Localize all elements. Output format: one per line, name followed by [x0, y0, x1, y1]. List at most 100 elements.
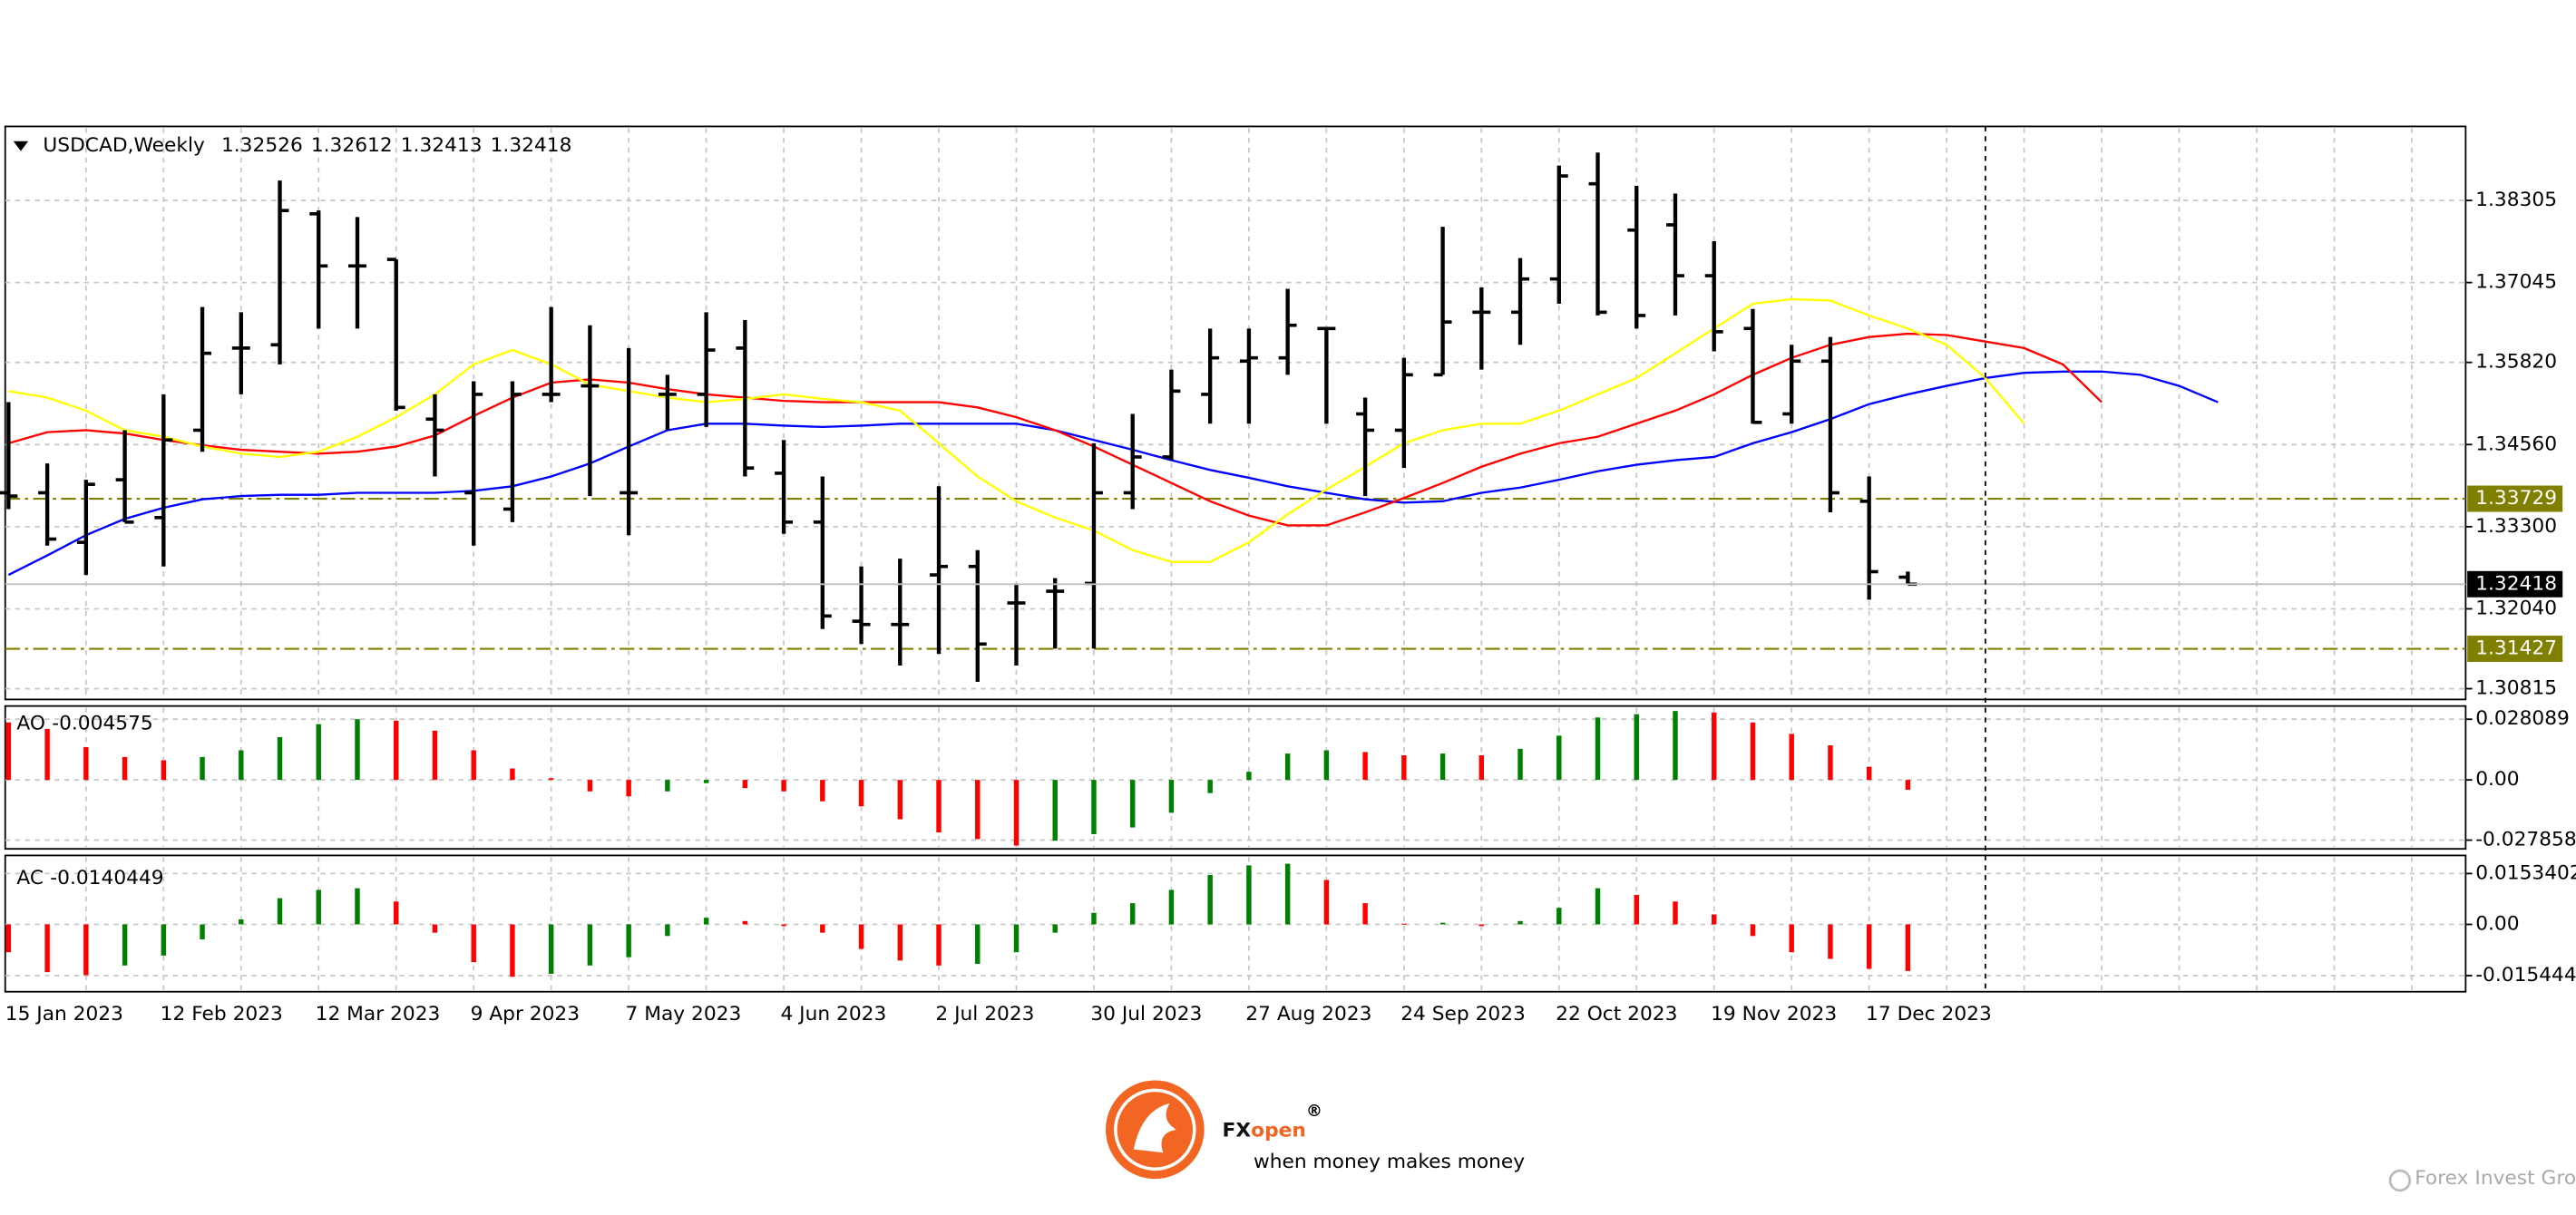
indicator-bar	[1712, 712, 1717, 781]
indicator-bar	[1866, 924, 1872, 969]
indicator-bar	[1595, 717, 1601, 781]
y-tick-label: -0.027858	[2475, 829, 2576, 851]
indicator-bar	[1401, 923, 1407, 925]
x-tick-label: 30 Jul 2023	[1090, 1003, 1202, 1025]
indicator-bar	[161, 760, 167, 781]
indicator-bar	[1905, 924, 1911, 971]
indicator-bar	[936, 780, 942, 833]
indicator-bar	[1323, 880, 1330, 925]
x-tick-label: 24 Sep 2023	[1400, 1003, 1526, 1025]
indicator-bar	[1246, 772, 1252, 781]
panels: 1.38305 1.37045 1.35820 1.34560 1.33300 1.320…	[0, 125, 2576, 1025]
indicator-bar	[587, 924, 593, 966]
indicator-bar	[1712, 914, 1717, 925]
indicator-bar	[1905, 780, 1911, 791]
x-tick-label: 17 Dec 2023	[1866, 1003, 1992, 1025]
indicator-bar	[1828, 924, 1833, 959]
indicator-bar	[781, 780, 786, 792]
indicator-bar	[1207, 875, 1213, 925]
ao-header: AO -0.004575	[16, 713, 152, 735]
indicator-bar	[5, 924, 12, 953]
x-tick-label: 19 Nov 2023	[1711, 1003, 1837, 1025]
indicator-bar	[936, 924, 942, 966]
y-tick-label: 0.00	[2475, 768, 2519, 791]
indicator-bar	[394, 720, 399, 781]
ac-title: AC	[16, 867, 44, 889]
indicator-bar	[548, 924, 554, 974]
indicator-bar	[703, 918, 709, 925]
y-tick-label: 0.00	[2475, 912, 2519, 935]
indicator-bar	[1091, 912, 1097, 925]
level-label: 1.33729	[2475, 487, 2557, 510]
indicator-bar	[1439, 922, 1446, 925]
indicator-bar	[122, 924, 128, 966]
indicator-bar	[510, 924, 515, 977]
indicator-bar	[1556, 908, 1562, 925]
collapse-arrow	[13, 141, 29, 151]
footer-icon	[2388, 1169, 2412, 1192]
indicator-bar	[1789, 924, 1794, 953]
indicator-bar	[1789, 734, 1794, 781]
indicator-bar	[665, 924, 670, 937]
indicator-bar	[703, 780, 709, 783]
logo-registered: ®	[1306, 1102, 1322, 1121]
indicator-bar	[1013, 780, 1020, 846]
indicator-bar	[1168, 889, 1175, 925]
indicator-bar	[1401, 754, 1407, 781]
logo-accent: open	[1251, 1120, 1306, 1142]
indicator-bar	[1284, 863, 1291, 925]
x-tick-label: 12 Mar 2023	[316, 1003, 441, 1025]
ac-value: -0.0140449	[50, 867, 163, 889]
ma-line	[8, 297, 2025, 563]
panel-frame	[4, 705, 2467, 850]
indicator-bar	[781, 924, 786, 927]
indicator-bar	[277, 898, 283, 925]
level-label: 1.31427	[2475, 637, 2557, 660]
indicator-bar	[471, 924, 476, 963]
y-tick-label: 0.0153402	[2475, 861, 2576, 884]
x-tick-label: 12 Feb 2023	[161, 1003, 283, 1025]
logo-brand: FX	[1223, 1120, 1252, 1142]
indicator-bar	[83, 746, 89, 781]
indicator-bar	[1362, 752, 1368, 781]
logo-tagline: when money makes money	[1254, 1151, 1525, 1173]
indicator-bar	[1634, 894, 1639, 925]
indicator-bar	[44, 728, 50, 781]
price-header: USDCAD,Weekly 1.32526 1.32612 1.32413 1.3241…	[43, 134, 571, 157]
indicator-bar	[394, 901, 399, 925]
indicator-bar	[200, 756, 205, 781]
indicator-bar	[1091, 780, 1097, 834]
y-tick-label: 1.34560	[2475, 433, 2557, 455]
indicator-bar	[1595, 888, 1601, 925]
indicator-bar	[1323, 750, 1330, 781]
x-tick-label: 4 Jun 2023	[780, 1003, 886, 1025]
indicator-bar	[83, 924, 89, 976]
y-tick-label: -0.015444	[2475, 964, 2576, 987]
indicator-bar	[742, 920, 748, 925]
header-high: 1.32612	[311, 134, 393, 157]
indicator-bar	[1129, 903, 1136, 925]
indicator-bar	[626, 924, 631, 957]
indicator-bar	[1168, 780, 1175, 813]
indicator-bar	[1439, 753, 1446, 781]
indicator-bar	[1750, 722, 1756, 781]
overlay: USDCAD,Weekly 1.32526 1.32612 1.32413 1.3241…	[13, 134, 571, 889]
ma-line	[7, 370, 2219, 577]
header-low: 1.32413	[401, 134, 483, 157]
footer-text: Forex Invest Group OU	[2415, 1167, 2576, 1190]
indicator-bar	[239, 919, 244, 925]
ao-value: -0.004575	[52, 713, 152, 735]
indicator-bar	[1517, 920, 1523, 925]
indicator-bar	[1866, 766, 1872, 781]
header-close: 1.32418	[491, 134, 572, 157]
x-tick-label: 22 Oct 2023	[1556, 1003, 1677, 1025]
x-tick-label: 15 Jan 2023	[5, 1003, 123, 1025]
indicator-bar	[1284, 753, 1291, 781]
indicator-bar	[1478, 924, 1485, 927]
header-open: 1.32526	[221, 134, 303, 157]
indicator-bar	[161, 924, 167, 956]
x-tick-label: 7 May 2023	[626, 1003, 742, 1025]
y-tick-label: 1.35820	[2475, 351, 2557, 374]
level-label-box	[2467, 485, 2563, 512]
